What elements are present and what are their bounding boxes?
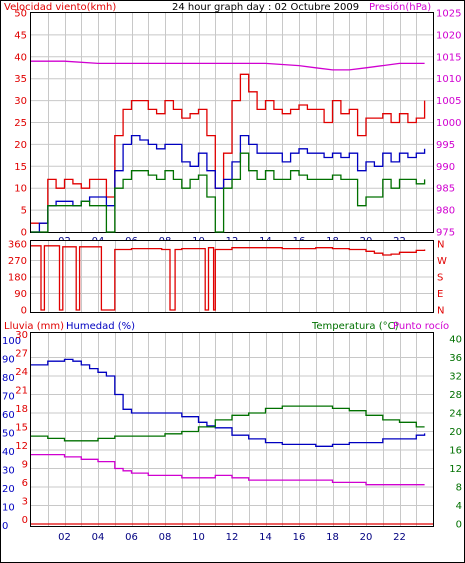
wind-tick-label: 25: [14, 118, 27, 129]
pressure-tick-label: 975: [436, 228, 455, 239]
rain-tick-label: 3: [22, 497, 28, 508]
pressure-axis-label: Presión(hPa): [369, 1, 431, 13]
temperature-tick-label: 40: [449, 335, 462, 346]
wind-axis-label: Velocidad viento(kmh): [4, 2, 116, 13]
wind-panel-grid: [31, 13, 433, 232]
wind-tick-label: 15: [14, 162, 27, 173]
hour-tick-label: 12: [226, 532, 239, 543]
humidity-tick-label: 70: [2, 392, 15, 403]
humidity-tick-label: 20: [2, 484, 15, 495]
humidity-tick-label: 0: [2, 521, 8, 532]
humidity-tick-label: 80: [2, 373, 15, 384]
temperature-tick-label: 36: [449, 353, 462, 364]
rain-axis-label: Lluvia (mm): [4, 321, 64, 332]
direction-panel-series: [31, 245, 426, 311]
pressure-tick-label: 1000: [436, 118, 461, 129]
temperature-axis-label: Temperatura (°C): [311, 321, 399, 332]
humidity-tick-label: 10: [2, 503, 15, 514]
pressure-tick-label: 990: [436, 162, 455, 173]
temperature-tick-label: 12: [449, 464, 462, 475]
hour-tick-label: 14: [259, 532, 272, 543]
direction-tick-label: 0: [21, 306, 27, 317]
humidity-tick-label: 90: [2, 355, 15, 366]
hour-tick-label: 02: [58, 532, 71, 543]
pressure-tick-label: 1020: [436, 30, 461, 41]
humidity-axis-label: Humedad (%): [66, 321, 135, 332]
temperature-tick-label: 20: [449, 427, 462, 438]
rain-tick-label: 12: [15, 441, 28, 452]
hour-tick-label: 10: [192, 532, 205, 543]
pressure-tick-label: 995: [436, 140, 455, 151]
pressure-tick-label: 1025: [436, 9, 461, 20]
compass-tick-label: W: [437, 256, 447, 267]
chart-title: 24 hour graph day : 02 Octubre 2009: [172, 2, 359, 13]
compass-tick-label: N: [437, 240, 444, 251]
wind-tick-label: 20: [14, 140, 27, 151]
humidity-tick-label: 100: [2, 336, 21, 347]
rain-tick-label: 6: [22, 478, 28, 489]
rain-tick-label: 0: [22, 515, 28, 526]
temperature-tick-label: 16: [449, 446, 462, 457]
pressure-tick-label: 980: [436, 206, 455, 217]
wind-tick-label: 50: [14, 9, 27, 20]
wind-tick-label: 0: [21, 228, 27, 239]
direction-tick-label: 270: [8, 256, 27, 267]
rain-tick-label: 27: [15, 349, 28, 360]
hour-tick-label: 06: [125, 532, 138, 543]
humidity-tick-label: 30: [2, 466, 15, 477]
wind-tick-label: 5: [21, 206, 27, 217]
direction-tick-label: 360: [8, 240, 27, 251]
wind-tick-label: 40: [14, 52, 27, 63]
rain-tick-label: 15: [15, 423, 28, 434]
humidity-tick-label: 60: [2, 410, 15, 421]
rain-tick-label: 24: [15, 367, 28, 378]
series-line-wind_dir: [31, 245, 426, 311]
humidity-tick-label: 50: [2, 429, 15, 440]
temperature-tick-label: 0: [456, 520, 462, 531]
rain-tick-label: 30: [15, 330, 28, 341]
compass-tick-label: N: [437, 306, 444, 317]
temp-panel-series: [31, 358, 433, 525]
hour-tick-label: 08: [159, 532, 172, 543]
temperature-tick-label: 32: [449, 372, 462, 383]
series-line-wind_min: [31, 152, 426, 233]
rain-tick-label: 21: [15, 386, 28, 397]
temp-panel-tick-labels: 0102030405060708090100036912151821242730…: [2, 330, 462, 543]
hour-tick-label: 04: [92, 532, 105, 543]
series-line-dew_point: [31, 453, 425, 486]
rain-tick-label: 18: [15, 404, 28, 415]
temperature-tick-label: 24: [449, 409, 462, 420]
wind-panel-series: [31, 60, 426, 233]
pressure-tick-label: 1010: [436, 74, 461, 85]
temperature-tick-label: 28: [449, 390, 462, 401]
hour-tick-label: 22: [393, 532, 406, 543]
series-line-humidity: [31, 358, 426, 447]
compass-tick-label: S: [437, 273, 443, 284]
hour-tick-label: 16: [293, 532, 306, 543]
rain-tick-label: 9: [22, 460, 28, 471]
wind-tick-label: 45: [14, 30, 27, 41]
direction-tick-label: 90: [14, 289, 27, 300]
pressure-tick-label: 1015: [436, 52, 461, 63]
wind-tick-label: 10: [14, 184, 27, 195]
series-line-temperature: [31, 405, 425, 442]
hour-tick-label: 20: [360, 532, 373, 543]
dewpoint-axis-label: Punto rocío: [393, 320, 449, 332]
hour-tick-label: 18: [326, 532, 339, 543]
temperature-tick-label: 4: [456, 501, 462, 512]
temperature-tick-label: 8: [456, 483, 462, 494]
compass-tick-label: E: [437, 289, 443, 300]
wind-tick-label: 35: [14, 74, 27, 85]
humidity-tick-label: 40: [2, 447, 15, 458]
pressure-tick-label: 985: [436, 184, 455, 195]
wind-tick-label: 30: [14, 96, 27, 107]
series-line-gust: [31, 73, 426, 224]
series-line-pressure: [31, 60, 425, 71]
pressure-tick-label: 1005: [436, 96, 461, 107]
direction-tick-label: 180: [8, 273, 27, 284]
